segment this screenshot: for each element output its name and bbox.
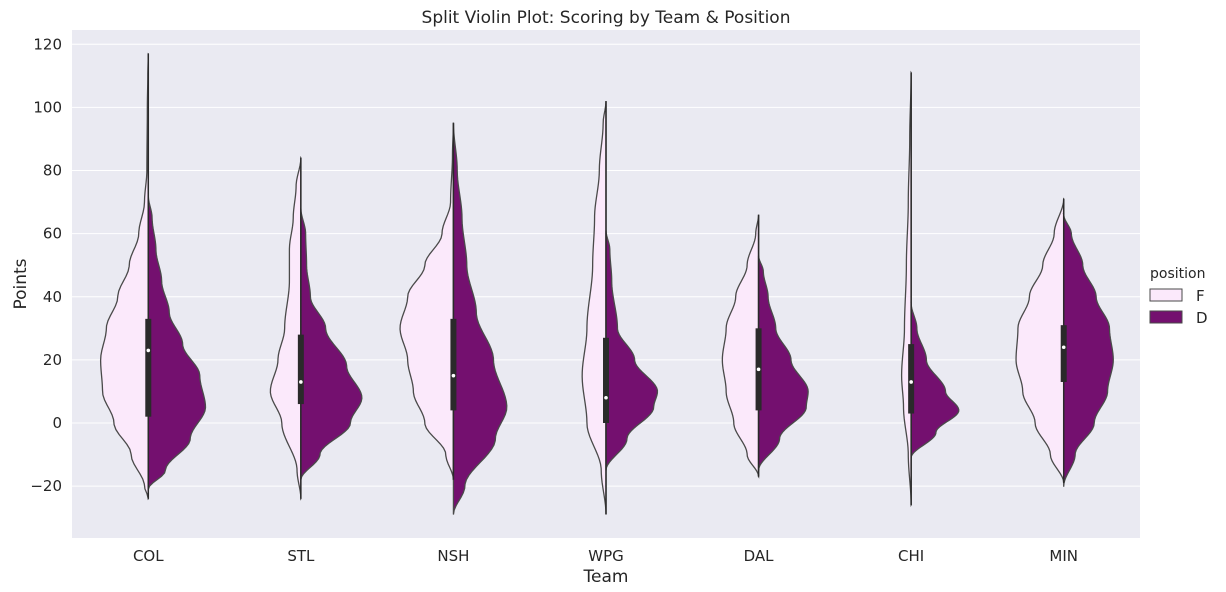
y-tick-label: 80 — [43, 162, 62, 180]
median-dot — [451, 373, 456, 378]
x-tick-label: COL — [133, 547, 164, 565]
y-tick-label: 40 — [43, 288, 62, 306]
violin-D-MIN — [1063, 214, 1114, 487]
legend-swatch-F — [1149, 288, 1183, 302]
median-dot — [604, 395, 608, 400]
violin-D-COL — [147, 194, 207, 491]
quartile-box — [297, 334, 304, 405]
x-tick-label: STL — [287, 547, 315, 565]
legend-label-F: F — [1196, 287, 1205, 305]
y-axis-ticks: −20 0 20 40 60 80 100 120 — [30, 35, 62, 495]
x-tick-label: WPG — [588, 547, 624, 565]
x-axis-ticks: COL STL NSH WPG DAL CHI MIN — [133, 547, 1078, 565]
quartile-box — [1060, 325, 1067, 382]
violin-D-DAL — [757, 255, 809, 471]
y-tick-label: 120 — [33, 35, 62, 53]
x-tick-label: MIN — [1049, 547, 1078, 565]
x-tick-label: NSH — [437, 547, 469, 565]
y-tick-label: 20 — [43, 351, 62, 369]
violin-F-STL — [269, 155, 302, 501]
median-dot — [1061, 345, 1066, 350]
chart-title: Split Violin Plot: Scoring by Team & Pos… — [422, 8, 791, 28]
y-axis-label: Points — [11, 258, 31, 309]
median-dot — [299, 380, 303, 384]
quartile-box — [908, 344, 915, 414]
violin-F-NSH — [399, 122, 455, 481]
y-tick-label: −20 — [30, 477, 62, 495]
legend-label-D: D — [1196, 309, 1208, 327]
x-tick-label: CHI — [898, 547, 924, 565]
y-tick-label: 0 — [52, 414, 62, 432]
violin-D-STL — [300, 207, 363, 481]
quartile-box — [603, 337, 609, 423]
legend: position FD — [1149, 266, 1208, 327]
legend-swatch-D — [1149, 310, 1183, 324]
violin-F-COL — [99, 52, 150, 501]
median-dot — [909, 380, 913, 384]
violin-F-DAL — [721, 214, 760, 477]
violin-F-WPG — [581, 101, 607, 515]
x-tick-label: DAL — [744, 547, 775, 565]
median-dot — [146, 348, 151, 353]
violin-D-NSH — [452, 122, 508, 515]
quartile-box — [450, 318, 457, 411]
violin-D-WPG — [605, 230, 659, 471]
legend-title: position — [1150, 266, 1205, 282]
violins — [99, 52, 1114, 515]
y-tick-label: 100 — [33, 98, 62, 116]
quartile-box — [145, 318, 152, 417]
y-tick-label: 60 — [43, 225, 62, 243]
violin-D-CHI — [910, 301, 960, 459]
violin-F-MIN — [1015, 198, 1065, 484]
x-axis-label: Team — [583, 567, 629, 587]
median-dot — [756, 367, 761, 372]
